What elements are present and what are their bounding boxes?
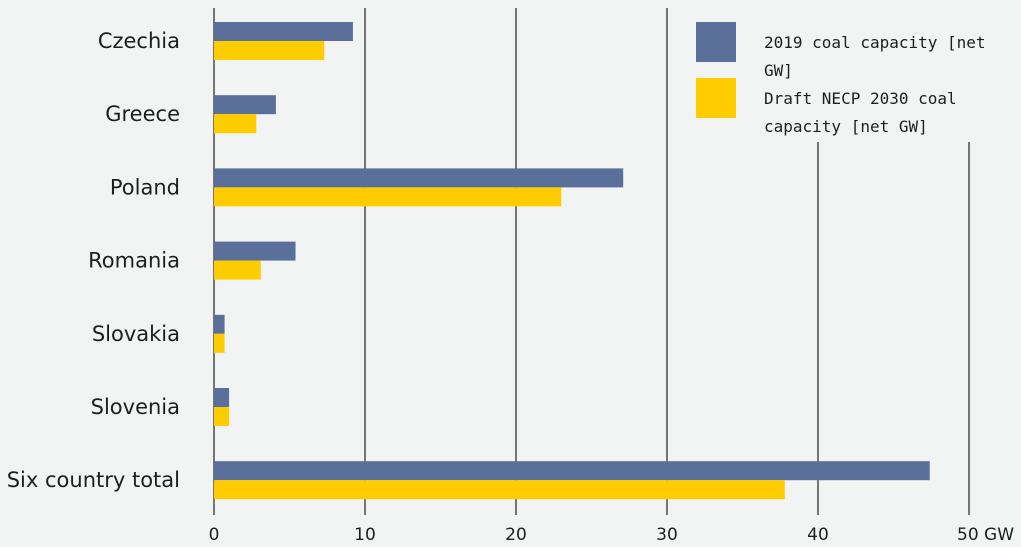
bar-0-1: [214, 95, 276, 115]
bar-1-2: [214, 187, 562, 207]
x-tick-label-2: 20: [505, 525, 527, 545]
legend-label-2019: 2019 coal capacity [net GW]: [764, 33, 986, 80]
bars: [214, 22, 930, 500]
bar-0-4: [214, 314, 225, 334]
x-tick-label-4: 40: [807, 525, 829, 545]
bar-0-0: [214, 22, 353, 41]
category-label-4: Slovakia: [92, 322, 180, 346]
bar-1-1: [214, 114, 257, 134]
x-tick-label-0: 0: [209, 525, 220, 545]
bar-1-3: [214, 260, 261, 280]
bar-1-5: [214, 407, 230, 426]
bar-0-3: [214, 241, 296, 261]
category-label-0: Czechia: [98, 29, 180, 53]
bar-0-2: [214, 168, 624, 188]
x-tick-labels: 0 10 20 30 40 50 GW: [209, 525, 1015, 545]
bar-0-6: [214, 461, 930, 481]
category-label-3: Romania: [88, 249, 180, 273]
x-tick-label-1: 10: [354, 525, 376, 545]
bar-1-4: [214, 333, 225, 353]
bar-1-0: [214, 41, 325, 60]
legend: 2019 coal capacity [net GW] Draft NECP 20…: [684, 8, 1014, 142]
bar-0-5: [214, 388, 230, 407]
category-label-6: Six country total: [7, 468, 180, 492]
category-label-1: Greece: [105, 102, 180, 126]
category-label-5: Slovenia: [91, 395, 180, 419]
legend-background: [684, 8, 1014, 142]
legend-swatch-2019: [696, 22, 736, 62]
legend-swatch-2030: [696, 78, 736, 118]
category-labels: Czechia Greece Poland Romania Slovakia Sloven…: [7, 29, 180, 492]
legend-label-2030: Draft NECP 2030 coal capacity [net GW]: [764, 89, 957, 136]
x-tick-label-3: 30: [656, 525, 678, 545]
category-label-2: Poland: [110, 175, 180, 199]
x-tick-label-5: 50 GW: [957, 525, 1014, 545]
bar-1-6: [214, 480, 785, 500]
